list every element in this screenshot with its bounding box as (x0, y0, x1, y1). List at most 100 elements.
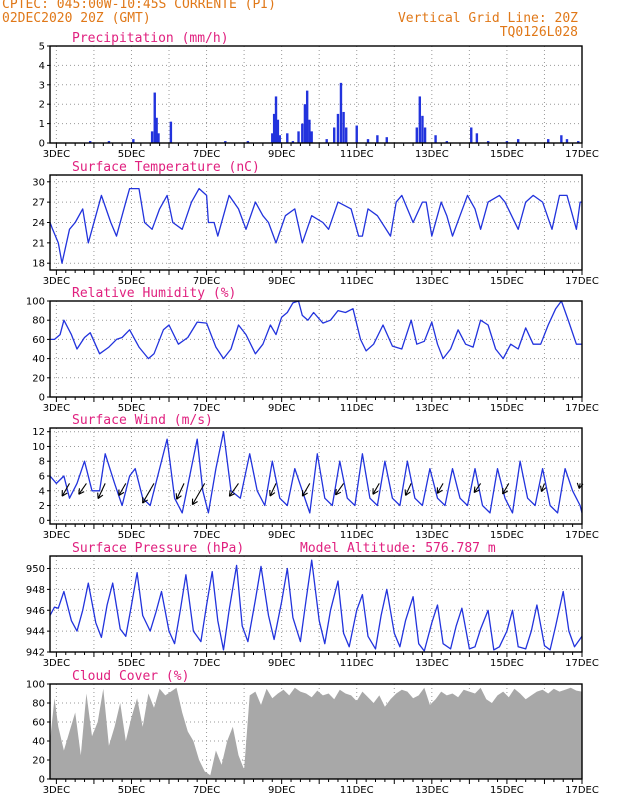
panel-subtitle: Model Altitude: 576.787 m (300, 541, 496, 556)
y-tick-label: 950 (26, 564, 45, 575)
x-tick-label: 5DEC (118, 658, 145, 669)
precip-bar (415, 127, 419, 143)
precip-bar (150, 131, 154, 143)
precip-bar (423, 127, 427, 143)
precip-bar (470, 127, 473, 143)
x-tick-label: 13DEC (415, 149, 449, 160)
x-tick-label: 5DEC (118, 276, 145, 287)
x-tick-label: 9DEC (268, 785, 295, 796)
x-tick-label: 3DEC (43, 403, 70, 414)
x-tick-label: 15DEC (490, 530, 524, 541)
y-tick-label: 4 (39, 486, 45, 497)
precip-bar (303, 104, 307, 143)
x-tick-label: 3DEC (43, 785, 70, 796)
panel-precipitation: 0 1 2 3 4 5 3DEC 5DEC 7DEC 9DEC 11DEC 13DEC 15DEC 17D… (39, 31, 599, 160)
y-tick-label: 18 (32, 259, 45, 270)
y-tick-label: 948 (26, 585, 45, 596)
x-tick-label: 9DEC (268, 149, 295, 160)
x-tick-label: 5DEC (118, 785, 145, 796)
x-tick-label: 5DEC (118, 530, 145, 541)
y-tick-label: 8 (39, 457, 45, 468)
panel-frame (49, 300, 583, 398)
x-tick-label: 11DEC (340, 403, 374, 414)
x-tick-label: 15DEC (490, 658, 524, 669)
y-tick-label: 27 (32, 198, 45, 209)
x-tick-label: 11DEC (340, 276, 374, 287)
panel-frame (49, 683, 583, 780)
precip-bar (278, 135, 281, 143)
x-tick-label: 7DEC (193, 276, 220, 287)
wind-arrow (540, 483, 547, 493)
wind-arrow (269, 483, 277, 497)
precip-bar (305, 90, 309, 143)
panel-pressure: 942 944 946 948 950 3DEC 5DEC 7DEC 9DEC 11DEC 13DE… (26, 541, 599, 669)
wind-arrow (372, 483, 380, 495)
x-tick-label: 7DEC (193, 149, 220, 160)
panel-title: Precipitation (mm/h) (72, 31, 229, 46)
y-tick-label: 100 (26, 297, 45, 308)
panel-wind: 0 2 4 6 8 10 12 3DEC 5DEC 7DEC 9DEC 11DEC 13DEC 15DEC… (32, 413, 599, 541)
y-tick-label: 944 (26, 627, 45, 638)
x-tick-label: 13DEC (415, 403, 449, 414)
precip-bar (445, 141, 449, 143)
y-tick-label: 20 (32, 756, 45, 767)
y-tick-label: 40 (32, 737, 45, 748)
precip-bar (560, 135, 563, 143)
header-grid-line: Vertical Grid Line: 20Z (397, 11, 578, 26)
x-tick-label: 17DEC (565, 149, 599, 160)
precip-bar (486, 141, 490, 143)
y-tick-label: 80 (32, 699, 45, 710)
panel-title: Relative Humidity (%) (72, 286, 236, 301)
y-tick-label: 10 (32, 442, 45, 453)
precip-bar (505, 141, 509, 143)
precip-bar (418, 96, 422, 143)
x-tick-label: 11DEC (340, 785, 374, 796)
x-tick-label: 11DEC (340, 658, 374, 669)
wind-arrow (301, 483, 311, 497)
x-tick-label: 9DEC (268, 530, 295, 541)
wind-arrow (78, 483, 87, 495)
y-tick-label: 942 (26, 648, 45, 659)
precip-bar (516, 139, 520, 143)
y-tick-label: 80 (32, 316, 45, 327)
precip-bar (308, 119, 311, 143)
precip-bar (385, 137, 388, 143)
x-tick-label: 15DEC (490, 785, 524, 796)
wind-arrow (502, 483, 510, 495)
x-tick-label: 17DEC (565, 403, 599, 414)
precip-bar (310, 131, 313, 143)
y-tick-label: 40 (32, 354, 45, 365)
x-tick-label: 9DEC (268, 403, 295, 414)
x-tick-label: 11DEC (340, 149, 374, 160)
precip-bar (286, 133, 289, 143)
wind-arrow (142, 483, 155, 504)
precip-bar (366, 139, 370, 143)
precip-bar (297, 131, 300, 143)
x-tick-label: 7DEC (193, 658, 220, 669)
series-line (49, 431, 583, 514)
wind-arrow (118, 483, 127, 496)
precip-bar (88, 141, 92, 143)
wind-arrow (228, 483, 239, 497)
wind-arrow (191, 483, 206, 506)
x-tick-label: 3DEC (43, 530, 70, 541)
panel-title: Cloud Cover (%) (72, 669, 189, 684)
wind-arrow (473, 483, 482, 494)
x-tick-label: 5DEC (118, 403, 145, 414)
header-datetime: 02DEC2020 20Z (GMT) (2, 11, 151, 26)
precip-bar (342, 111, 345, 143)
panel-title: Surface Temperature (nC) (72, 160, 260, 175)
series-line (49, 187, 582, 264)
panel-title: Surface Wind (m/s) (72, 413, 213, 428)
precip-bar (355, 125, 358, 143)
precip-bar (155, 117, 158, 143)
x-tick-label: 11DEC (340, 530, 374, 541)
precip-bar (132, 139, 135, 143)
x-tick-label: 13DEC (415, 530, 449, 541)
x-tick-label: 3DEC (43, 276, 70, 287)
wind-arrow (335, 483, 345, 496)
wind-arrow (175, 483, 185, 500)
y-tick-label: 946 (26, 606, 45, 617)
x-tick-label: 13DEC (415, 785, 449, 796)
x-tick-label: 17DEC (565, 276, 599, 287)
